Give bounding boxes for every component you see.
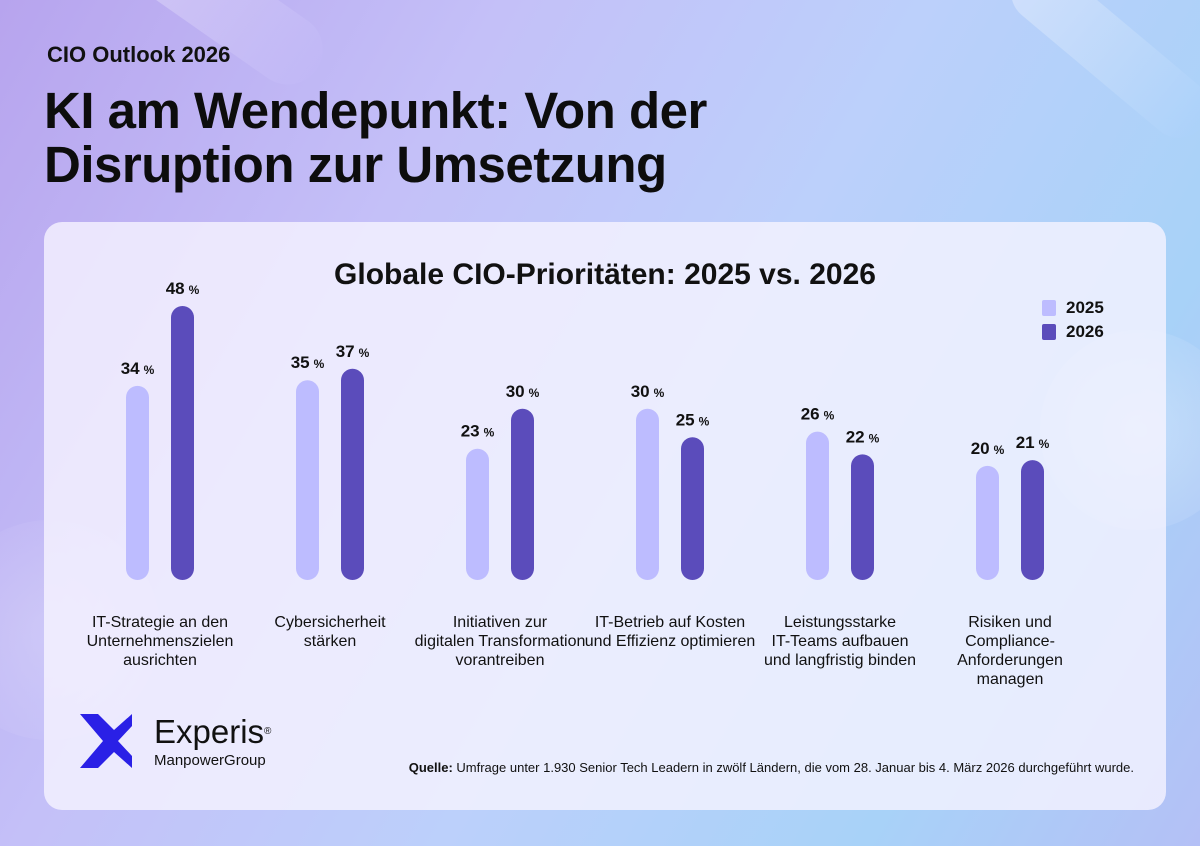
brand-registered-mark: ® bbox=[264, 725, 272, 737]
legend-label-2026: 2026 bbox=[1066, 322, 1104, 341]
brand-subline: ManpowerGroup bbox=[154, 751, 266, 769]
source-note: Quelle: Umfrage unter 1.930 Senior Tech … bbox=[409, 760, 1134, 775]
value-label-2025-3: 23% bbox=[461, 422, 495, 441]
category-label-5: Leistungsstarke IT-Teams aufbauen und lang… bbox=[764, 614, 916, 669]
value-label-2026-1: 48% bbox=[166, 279, 200, 298]
brand-name: Experis® bbox=[154, 712, 272, 750]
category-label-2: Cybersicherheit stärken bbox=[274, 614, 386, 650]
bar-2026-3 bbox=[511, 408, 534, 580]
experis-x-logo-icon bbox=[80, 714, 132, 768]
bar-2026-4 bbox=[681, 437, 704, 580]
source-label: Quelle: bbox=[408, 760, 453, 775]
value-label-2025-2: 35% bbox=[291, 353, 325, 372]
legend-label-2025: 2025 bbox=[1066, 298, 1104, 317]
value-label-2025-5: 26% bbox=[801, 405, 835, 424]
bar-2026-6 bbox=[1021, 460, 1044, 580]
chart-title: Globale CIO-Prioritäten: 2025 vs. 2026 bbox=[334, 258, 876, 291]
category-label-3: Initiativen zur digitalen Transformation v… bbox=[415, 614, 586, 669]
bar-2025-1 bbox=[126, 385, 149, 580]
category-label-4: IT-Betrieb auf Kosten und Effizienz optim… bbox=[585, 614, 755, 650]
legend-item-2025: 2025 bbox=[1042, 296, 1104, 320]
report-kicker: CIO Outlook 2026 bbox=[47, 42, 231, 67]
bar-2026-2 bbox=[341, 368, 364, 580]
legend-item-2026: 2026 bbox=[1042, 320, 1104, 344]
value-label-2025-1: 34% bbox=[121, 359, 155, 378]
value-label-2026-2: 37% bbox=[336, 342, 370, 361]
bar-chart: 34 % 48 % IT-Strategie an den Unternehmenszie… bbox=[87, 279, 1063, 688]
chart-legend: 2025 2026 bbox=[1042, 296, 1104, 344]
experis-logo: Experis® ManpowerGroup bbox=[76, 710, 271, 772]
value-label-2025-4: 30% bbox=[631, 382, 665, 401]
value-label-2026-5: 22% bbox=[846, 427, 880, 446]
value-label-2026-4: 25% bbox=[676, 410, 710, 429]
bar-2025-5 bbox=[806, 431, 829, 580]
bar-2025-6 bbox=[976, 465, 999, 580]
category-label-1: IT-Strategie an den Unternehmenszielen aus… bbox=[87, 614, 234, 669]
value-label-2026-6: 21% bbox=[1016, 433, 1050, 452]
source-text: Umfrage unter 1.930 Senior Tech Leadern … bbox=[452, 760, 1134, 775]
brand-wordmark: Experis bbox=[154, 712, 265, 750]
page-title-line-1: KI am Wendepunkt: Von der bbox=[44, 82, 707, 139]
bar-2026-5 bbox=[851, 454, 874, 580]
value-label-2025-6: 20% bbox=[971, 439, 1005, 458]
page-title: KI am Wendepunkt: Von der Disruption zur… bbox=[44, 84, 707, 192]
chart-card: Globale CIO-Prioritäten: 2025 vs. 2026 2… bbox=[44, 222, 1166, 810]
bar-2025-3 bbox=[466, 448, 489, 580]
decor-glass-2 bbox=[998, 0, 1200, 151]
legend-swatch-2025 bbox=[1042, 300, 1056, 316]
bar-2025-4 bbox=[636, 408, 659, 580]
value-label-2026-3: 30% bbox=[506, 382, 540, 401]
bar-2026-1 bbox=[171, 306, 194, 580]
legend-swatch-2026 bbox=[1042, 324, 1056, 340]
page-title-line-2: Disruption zur Umsetzung bbox=[44, 136, 667, 193]
category-label-6: Risiken und Compliance-Anforderungen manag… bbox=[957, 614, 1063, 688]
bar-2025-2 bbox=[296, 380, 319, 580]
